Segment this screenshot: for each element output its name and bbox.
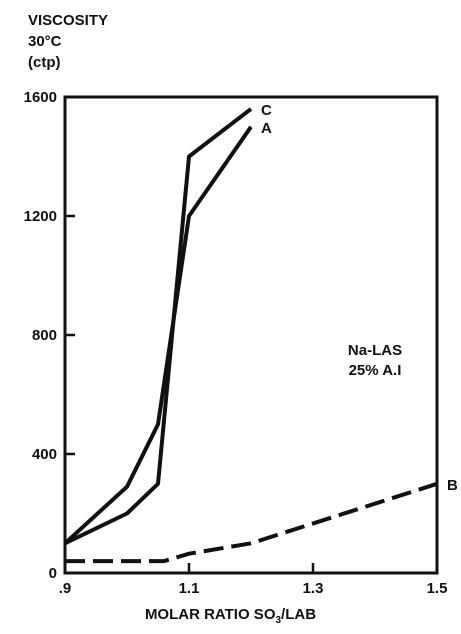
y-tick-label: 400 [32,446,57,463]
x-tick-label: 1.1 [179,580,200,597]
annotation-line-2: 25% A.I [349,362,402,379]
series-labels: A B C [261,102,458,494]
annotation-line-1: Na-LAS [348,342,402,359]
series-line-b [65,481,438,564]
series-line-c [64,107,253,546]
y-axis-label-line-3: (ctp) [28,54,61,71]
y-tick-label: 800 [32,327,57,344]
series-lines [63,107,438,564]
x-axis-label-suffix: /LAB [281,606,317,623]
x-axis-label-subscript: 3 [275,615,282,626]
y-axis-label: VISCOSITY 30°C (ctp) [28,10,108,73]
series-label-b: B [447,477,458,494]
series-label-a: A [261,120,272,137]
x-axis-label: MOLAR RATIO SO3/LAB [0,606,461,626]
y-axis-label-line-1: VISCOSITY [28,12,109,29]
y-tick-label: 0 [49,565,57,582]
x-tick-label: .9 [59,580,72,597]
x-tick-label: 1.3 [303,580,324,597]
y-tick-label: 1200 [24,208,57,225]
series-line-a [63,125,253,545]
series-label-c: C [261,102,272,119]
x-tick-label: 1.5 [427,580,448,597]
y-axis-label-line-2: 30°C [28,33,62,50]
x-axis-label-prefix: MOLAR RATIO SO [144,606,276,623]
axis-ticks: 0 400 800 1200 1600 .9 1.1 1.3 1.5 [24,89,448,597]
y-tick-label: 1600 [24,89,57,106]
